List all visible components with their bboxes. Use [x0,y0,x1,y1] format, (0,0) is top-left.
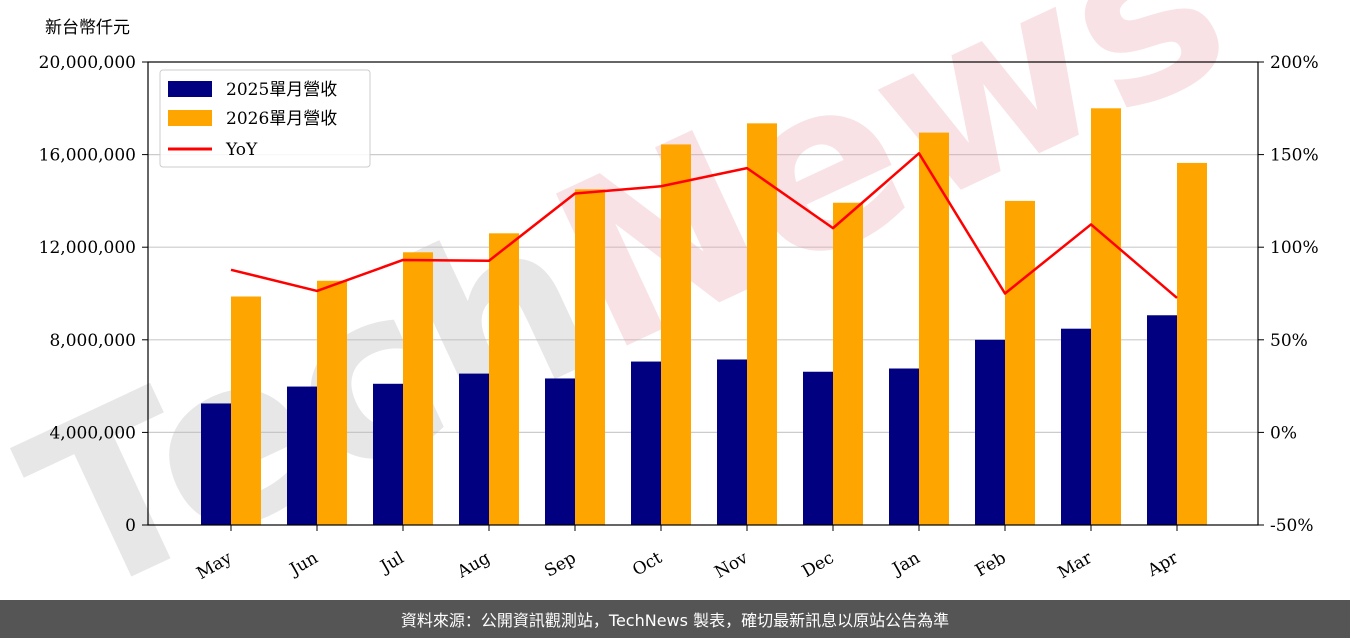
bar-2026 [575,189,605,525]
bar-2026 [747,123,777,525]
x-tick-label: Jan [888,548,924,580]
bar-2026 [833,202,863,525]
bar-2026 [489,233,519,525]
y2-tick-label: 200% [1270,53,1319,73]
legend-swatch [168,110,212,126]
legend: 2025單月營收 2026單月營收 YoY [159,69,371,168]
bar-2026 [1005,200,1035,525]
bar-2025 [545,378,575,525]
legend-swatch [168,81,212,97]
x-tick-label: Sep [541,548,579,582]
y2-tick-label: 50% [1270,331,1308,351]
bar-2025 [975,339,1005,525]
bar-2025 [459,373,489,525]
x-tick-label: Nov [711,548,751,583]
y-axis-unit-label: 新台幣仟元 [45,18,130,38]
y-tick-label: 0 [125,516,136,536]
x-tick-label: Jul [376,548,408,578]
bar-2025 [631,361,661,525]
bar-2025 [373,383,403,525]
x-tick-label: Aug [453,548,494,583]
watermark-part-tech: Tech [0,162,631,600]
bar-2026 [661,144,691,525]
y-tick-label: 16,000,000 [39,146,136,166]
x-tick-label: Dec [799,548,838,582]
bar-2026 [231,296,261,525]
x-tick-label: Oct [629,548,665,581]
bar-2025 [1147,315,1177,525]
revenue-chart: TechNews 04,000,0008,000,00012,000,00016… [0,0,1319,600]
y2-tick-label: 100% [1270,238,1319,258]
bar-2026 [403,252,433,525]
y2-tick-label: -50% [1270,516,1314,536]
yoy-line-layer [230,152,1178,299]
bar-2025 [803,371,833,525]
bar-2025 [201,403,231,525]
y2-tick-label: 0% [1270,423,1297,443]
bar-2025 [1061,328,1091,525]
bar-2026 [1091,108,1121,526]
x-tick-label: Mar [1055,548,1097,584]
plot-frame [147,61,1259,526]
x-tick-label: Apr [1144,548,1183,582]
bar-2026 [317,280,347,525]
y-tick-label: 4,000,000 [49,423,136,443]
bars-layer [201,108,1207,526]
y-tick-label: 12,000,000 [39,238,136,258]
y2-tick-label: 150% [1270,146,1319,166]
y-tick-label: 8,000,000 [49,331,136,351]
bar-2026 [919,132,949,526]
legend-label: 2026單月營收 [226,109,337,129]
bar-2025 [889,368,919,525]
legend-label: YoY [225,140,258,160]
x-tick-label: Feb [972,548,1010,581]
y-tick-label: 20,000,000 [39,53,136,73]
bar-2025 [287,386,317,525]
bar-2026 [1177,162,1207,525]
legend-label: 2025單月營收 [226,80,337,100]
legend-box [159,69,371,168]
bar-2025 [717,359,747,525]
yoy-line [230,152,1178,299]
source-footer: 資料來源：公開資訊觀測站，TechNews 製表，確切最新訊息以原站公告為準 [0,600,1350,638]
